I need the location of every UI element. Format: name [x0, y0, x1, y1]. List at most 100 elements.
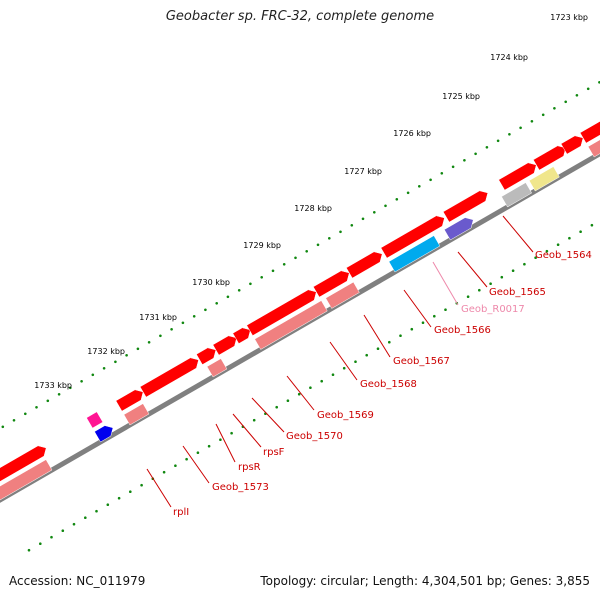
scale-tick-label: 1733 kbp: [34, 381, 72, 390]
inner-dot: [174, 464, 177, 468]
dotted-scale-arcs: [1, 81, 600, 552]
gene-feature: [325, 281, 360, 309]
outer-dot: [192, 315, 196, 318]
scale-tick-label: 1727 kbp: [344, 167, 382, 176]
outer-dot: [328, 237, 331, 240]
gene-feature: [442, 190, 489, 223]
inner-dot: [252, 418, 256, 422]
gene-label: Geob_1573: [212, 482, 269, 493]
inner-dot: [162, 470, 166, 474]
gene-feature: [443, 217, 474, 241]
outer-dot: [226, 295, 230, 299]
gene-label: rplI: [173, 507, 189, 518]
gene-feature: [86, 411, 104, 429]
scale-tick-label: 1724 kbp: [490, 53, 528, 62]
inner-dot: [556, 243, 560, 246]
scale-tick-label: 1730 kbp: [192, 278, 230, 287]
outer-dot: [91, 373, 95, 377]
outer-dot: [271, 269, 275, 273]
outer-dot: [24, 412, 27, 416]
scale-tick-label: 1723 kbp: [550, 13, 588, 22]
outer-dot: [12, 419, 16, 422]
scale-tick-label: 1726 kbp: [393, 129, 431, 138]
outer-dot: [294, 256, 297, 260]
gene-feature: [212, 335, 238, 356]
outer-dot: [80, 380, 83, 383]
gene-feature: [94, 425, 114, 443]
inner-dot: [117, 496, 121, 500]
outer-dot: [249, 282, 252, 286]
gene-label: Geob_1570: [286, 431, 343, 442]
inner-dot: [410, 327, 414, 331]
gene-label: Geob_1566: [434, 325, 491, 336]
gene-feature: [115, 389, 144, 412]
inner-dot: [511, 269, 515, 273]
scale-tick-label: 1725 kbp: [442, 92, 480, 101]
outer-dot: [485, 146, 489, 149]
gene-feature: [232, 327, 251, 344]
inner-dot: [376, 347, 380, 351]
gene-label-leader: [232, 413, 262, 448]
inner-dot: [433, 314, 436, 318]
outer-dot: [496, 139, 500, 143]
map-title: Geobacter sp. FRC-32, complete genome: [165, 9, 435, 24]
inner-dot: [388, 340, 391, 344]
inner-dot: [72, 522, 76, 526]
gene-label-leader: [457, 251, 488, 288]
inner-dot: [331, 373, 335, 377]
outer-dot: [350, 224, 354, 227]
inner-dot: [196, 451, 200, 455]
inner-dot: [309, 386, 312, 390]
outer-dot: [237, 289, 241, 292]
gene-feature: [123, 403, 150, 426]
outer-dot: [159, 334, 162, 338]
gene-label-leader: [215, 423, 236, 463]
inner-dot: [219, 438, 222, 442]
gene-label-leader: [403, 289, 432, 328]
scale-tick-label: 1728 kbp: [294, 204, 332, 213]
inner-dot: [489, 282, 492, 286]
gene-feature: [532, 145, 567, 171]
outer-dot: [46, 399, 50, 403]
gene-label-leader: [251, 397, 285, 433]
gene-feature: [312, 270, 350, 298]
outer-dot: [69, 386, 72, 390]
scale-tick-label: 1729 kbp: [243, 241, 281, 250]
inner-dot: [399, 334, 402, 338]
gene-feature: [196, 347, 217, 365]
outer-dot: [282, 263, 286, 266]
outer-dot: [508, 133, 511, 136]
inner-dot: [50, 535, 53, 539]
genome-summary: Topology: circular; Length: 4,304,501 bp…: [260, 574, 590, 588]
outer-dot: [361, 217, 365, 221]
inner-dot: [95, 509, 98, 513]
outer-dot: [339, 230, 342, 234]
outer-dot: [114, 360, 117, 364]
inner-dot: [421, 321, 425, 325]
inner-dot: [545, 249, 549, 253]
outer-dot: [147, 341, 151, 344]
inner-dot: [500, 275, 504, 279]
outer-dot: [125, 354, 128, 357]
inner-dot: [129, 490, 132, 494]
gene-feature: [254, 300, 328, 350]
gene-label: Geob_1565: [489, 287, 546, 298]
gene-label: Geob_1568: [360, 379, 417, 390]
gene-label-leader: [432, 261, 459, 306]
outer-dot: [586, 87, 590, 91]
inner-dot: [106, 503, 110, 507]
inner-dot: [320, 379, 324, 383]
gene-label-leader: [286, 375, 315, 411]
outer-dot: [204, 308, 207, 312]
outer-dot: [418, 185, 421, 188]
inner-dot: [365, 353, 369, 357]
outer-dot: [384, 204, 387, 208]
inner-dot: [354, 360, 357, 364]
outer-dot: [406, 191, 410, 195]
inner-dot: [185, 457, 188, 461]
gene-feature: [579, 121, 600, 144]
outer-dot: [429, 178, 432, 182]
gene-feature: [587, 139, 600, 158]
gene-label: rpsF: [263, 447, 285, 458]
gene-label: Geob_1569: [317, 410, 374, 421]
